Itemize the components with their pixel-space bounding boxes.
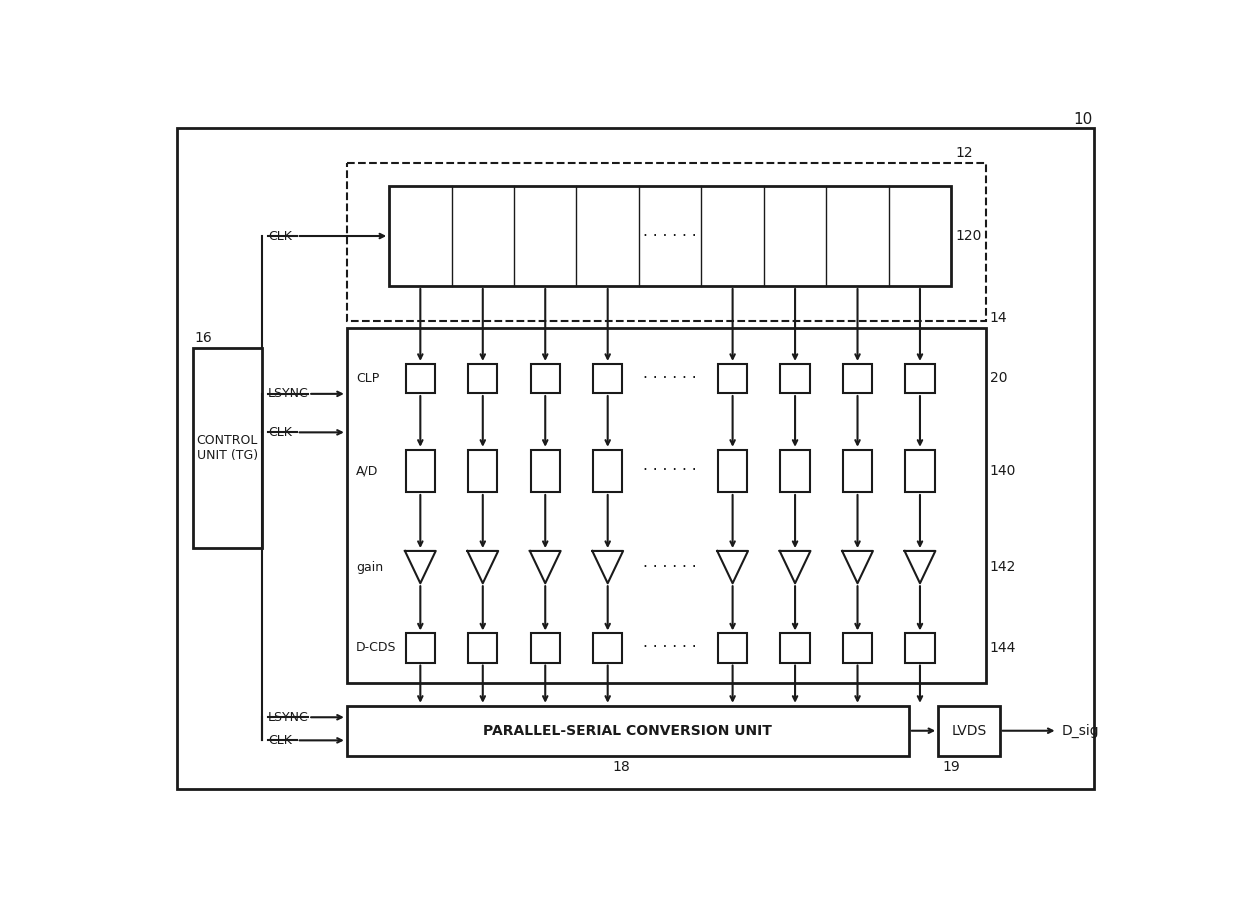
Bar <box>531 364 560 393</box>
Polygon shape <box>467 551 498 583</box>
Polygon shape <box>780 551 811 583</box>
Text: 14: 14 <box>990 311 1007 325</box>
Polygon shape <box>405 551 435 583</box>
Text: CLK: CLK <box>268 426 293 439</box>
Bar <box>347 329 986 683</box>
Bar <box>593 449 622 492</box>
Bar <box>905 634 935 663</box>
Text: LSYNC: LSYNC <box>268 711 309 724</box>
Text: 120: 120 <box>955 229 981 243</box>
Polygon shape <box>904 551 935 583</box>
Bar <box>347 706 909 755</box>
Polygon shape <box>717 551 748 583</box>
Text: 19: 19 <box>942 760 960 774</box>
Bar <box>780 449 810 492</box>
Text: · · · · · ·: · · · · · · <box>644 559 697 575</box>
Bar <box>905 364 935 393</box>
Text: 20: 20 <box>990 371 1007 386</box>
Text: · · · · · ·: · · · · · · <box>644 229 697 243</box>
Bar <box>593 634 622 663</box>
Bar <box>469 449 497 492</box>
Text: D-CDS: D-CDS <box>356 641 397 655</box>
Bar <box>939 706 999 755</box>
Text: CONTROL
UNIT (TG): CONTROL UNIT (TG) <box>197 434 258 462</box>
Bar <box>192 348 262 548</box>
Text: CLP: CLP <box>356 372 379 385</box>
Bar <box>718 634 748 663</box>
Text: gain: gain <box>356 560 383 574</box>
Bar <box>531 449 560 492</box>
Bar <box>905 449 935 492</box>
Text: A/D: A/D <box>356 464 378 478</box>
Text: 16: 16 <box>195 331 212 344</box>
Text: 18: 18 <box>613 760 630 774</box>
Bar <box>780 634 810 663</box>
Bar <box>531 634 560 663</box>
Text: · · · · · ·: · · · · · · <box>644 371 697 386</box>
Bar <box>593 364 622 393</box>
Bar <box>718 364 748 393</box>
Bar <box>405 449 435 492</box>
Text: 12: 12 <box>955 146 972 160</box>
Text: LSYNC: LSYNC <box>268 388 309 400</box>
Text: 140: 140 <box>990 464 1016 478</box>
Text: CLK: CLK <box>268 230 293 242</box>
Bar <box>843 634 872 663</box>
Bar <box>469 634 497 663</box>
Polygon shape <box>593 551 622 583</box>
Bar <box>843 364 872 393</box>
Text: 142: 142 <box>990 560 1016 574</box>
Bar <box>405 364 435 393</box>
Text: CLK: CLK <box>268 734 293 747</box>
Text: LVDS: LVDS <box>951 724 987 737</box>
Text: D_sig: D_sig <box>1061 724 1099 738</box>
Bar <box>405 634 435 663</box>
Polygon shape <box>529 551 560 583</box>
Bar <box>347 163 986 321</box>
Bar <box>780 364 810 393</box>
Text: 144: 144 <box>990 641 1016 655</box>
Bar <box>843 449 872 492</box>
Bar <box>469 364 497 393</box>
Text: · · · · · ·: · · · · · · <box>644 640 697 656</box>
Text: 10: 10 <box>1073 112 1092 127</box>
Polygon shape <box>842 551 873 583</box>
Bar <box>389 186 951 286</box>
Text: PARALLEL-SERIAL CONVERSION UNIT: PARALLEL-SERIAL CONVERSION UNIT <box>484 724 773 737</box>
Bar <box>718 449 748 492</box>
Text: · · · · · ·: · · · · · · <box>644 463 697 479</box>
